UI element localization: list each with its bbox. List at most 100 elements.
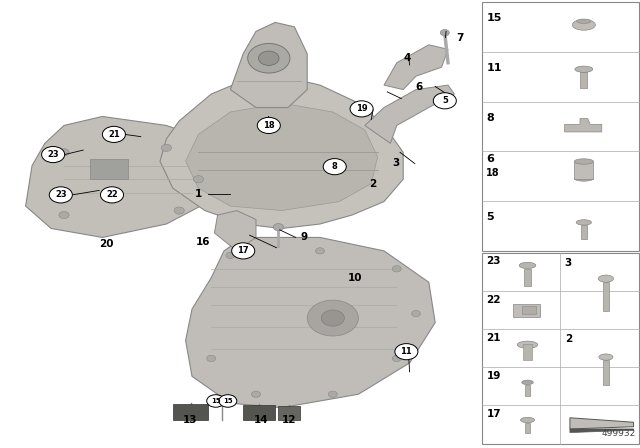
Polygon shape — [570, 429, 634, 432]
Bar — [513, 304, 540, 317]
Polygon shape — [564, 118, 602, 132]
Circle shape — [350, 101, 373, 117]
Ellipse shape — [520, 418, 534, 423]
Ellipse shape — [576, 220, 591, 225]
Circle shape — [392, 266, 401, 272]
Text: 23: 23 — [486, 257, 501, 267]
Circle shape — [174, 207, 184, 214]
Polygon shape — [214, 211, 256, 251]
Ellipse shape — [574, 159, 593, 164]
Circle shape — [412, 310, 420, 317]
Polygon shape — [186, 103, 378, 211]
Bar — [574, 161, 593, 178]
Text: 21: 21 — [108, 130, 120, 139]
Text: 17: 17 — [237, 246, 249, 255]
Ellipse shape — [598, 275, 614, 282]
Text: 22: 22 — [486, 295, 501, 305]
Circle shape — [321, 310, 344, 326]
Text: 7: 7 — [456, 33, 463, 43]
Bar — [603, 282, 609, 311]
Text: 20: 20 — [99, 239, 113, 249]
Circle shape — [328, 391, 337, 397]
Ellipse shape — [519, 263, 536, 269]
Text: 10: 10 — [348, 273, 362, 283]
Circle shape — [392, 355, 401, 362]
Circle shape — [252, 391, 260, 397]
Polygon shape — [384, 45, 448, 90]
Text: 9: 9 — [300, 233, 308, 242]
Polygon shape — [243, 405, 275, 420]
Circle shape — [193, 176, 204, 183]
Circle shape — [42, 146, 65, 163]
Bar — [581, 225, 587, 239]
Text: 5: 5 — [486, 212, 494, 222]
Bar — [525, 423, 531, 432]
Text: 21: 21 — [486, 333, 501, 343]
Polygon shape — [186, 237, 435, 408]
Circle shape — [102, 126, 125, 142]
Circle shape — [161, 144, 172, 151]
Text: 19: 19 — [486, 371, 500, 381]
Circle shape — [257, 117, 280, 134]
Bar — [524, 268, 531, 286]
Ellipse shape — [599, 354, 613, 360]
Polygon shape — [230, 22, 307, 108]
Circle shape — [59, 211, 69, 219]
Circle shape — [323, 159, 346, 175]
Text: 18: 18 — [486, 168, 500, 178]
Text: 12: 12 — [282, 415, 296, 425]
Bar — [90, 159, 128, 179]
Circle shape — [307, 300, 358, 336]
Polygon shape — [278, 406, 300, 420]
Ellipse shape — [572, 20, 595, 30]
Text: 15: 15 — [486, 13, 502, 23]
Text: 22: 22 — [106, 190, 118, 199]
Text: 499932: 499932 — [602, 429, 636, 438]
Text: 11: 11 — [486, 63, 502, 73]
Text: 23: 23 — [47, 150, 59, 159]
Bar — [482, 2, 639, 251]
Circle shape — [440, 30, 449, 36]
Polygon shape — [570, 418, 634, 429]
Circle shape — [100, 187, 124, 203]
Bar — [523, 344, 532, 359]
Circle shape — [395, 344, 418, 360]
Ellipse shape — [574, 176, 593, 181]
Text: 1: 1 — [195, 189, 202, 198]
Text: 6: 6 — [415, 82, 423, 92]
Text: 14: 14 — [254, 415, 268, 425]
Text: 16: 16 — [196, 237, 211, 247]
Text: 17: 17 — [486, 409, 501, 419]
Bar — [525, 384, 530, 396]
Text: 23: 23 — [55, 190, 67, 199]
Polygon shape — [173, 404, 208, 420]
Text: 19: 19 — [356, 104, 367, 113]
Text: 8: 8 — [486, 112, 494, 123]
Circle shape — [316, 248, 324, 254]
Circle shape — [259, 51, 279, 65]
Text: 2: 2 — [564, 334, 572, 344]
Bar — [603, 360, 609, 385]
Circle shape — [273, 224, 284, 231]
Bar — [580, 72, 588, 88]
Text: 11: 11 — [401, 347, 412, 356]
Circle shape — [433, 93, 456, 109]
Ellipse shape — [522, 380, 533, 384]
Circle shape — [207, 395, 225, 407]
Text: 6: 6 — [486, 154, 494, 164]
Text: 2: 2 — [369, 179, 377, 189]
Bar — [522, 306, 536, 314]
Text: 18: 18 — [263, 121, 275, 130]
Circle shape — [49, 187, 72, 203]
Circle shape — [207, 355, 216, 362]
Text: 15: 15 — [223, 398, 233, 404]
Text: 4: 4 — [404, 53, 412, 63]
Text: 8: 8 — [332, 162, 337, 171]
Text: 3: 3 — [392, 158, 399, 168]
Ellipse shape — [517, 341, 538, 349]
Polygon shape — [26, 116, 230, 237]
Circle shape — [226, 252, 235, 258]
Text: 3: 3 — [564, 258, 572, 267]
Bar — [482, 253, 639, 444]
Ellipse shape — [577, 19, 591, 23]
